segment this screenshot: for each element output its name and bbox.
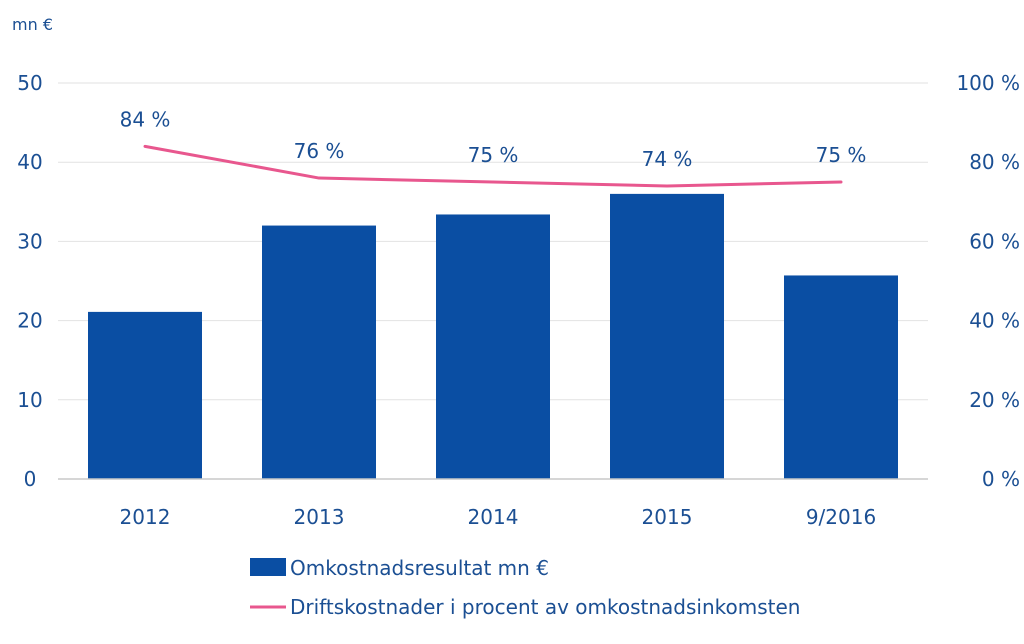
line-data-label: 75 % <box>468 143 519 167</box>
x-axis-tick-label: 2015 <box>642 505 693 529</box>
line-data-label: 76 % <box>294 139 345 163</box>
bar <box>784 275 898 479</box>
right-axis-tick-label: 0 % <box>982 467 1020 491</box>
line-data-labels: 84 % 76 % 75 % 74 % 75 % <box>120 107 867 171</box>
left-axis-tick-label: 20 <box>17 309 42 333</box>
x-axis-tick-label: 2013 <box>294 505 345 529</box>
right-axis-tick-label: 40 % <box>969 309 1020 333</box>
right-axis-tick-label: 20 % <box>969 388 1020 412</box>
x-axis-tick-label: 9/2016 <box>806 505 876 529</box>
x-axis-tick-label: 2014 <box>468 505 519 529</box>
legend-label-bar: Omkostnadsresultat mn € <box>290 556 549 580</box>
bar <box>436 214 550 480</box>
line-data-label: 75 % <box>816 143 867 167</box>
legend-label-line: Driftskostnader i procent av omkostnadsi… <box>290 595 800 619</box>
left-axis-tick-label: 40 <box>17 150 42 174</box>
right-axis-tick-label: 80 % <box>969 150 1020 174</box>
left-axis-unit-label: mn € <box>12 15 53 34</box>
bar <box>262 225 376 479</box>
bar <box>88 311 202 479</box>
legend-swatch-bar <box>250 558 286 576</box>
left-axis-tick-label: 10 <box>17 388 42 412</box>
line-series-path <box>143 144 843 188</box>
x-axis-tick-label: 2012 <box>120 505 171 529</box>
line-data-label: 84 % <box>120 107 171 131</box>
left-axis-tick-label: 50 <box>17 71 42 95</box>
x-axis-ticks: 2012 2013 2014 2015 9/2016 <box>120 505 877 529</box>
right-axis-ticks: 0 % 20 % 40 % 60 % 80 % 100 % <box>956 71 1020 491</box>
bar-series <box>88 193 898 480</box>
left-axis-ticks: 0 10 20 30 40 50 <box>17 71 42 491</box>
line-data-label: 74 % <box>642 147 693 171</box>
right-axis-tick-label: 60 % <box>969 229 1020 253</box>
bar <box>610 193 724 479</box>
legend: Omkostnadsresultat mn € Driftskostnader … <box>250 556 800 619</box>
line-series <box>143 144 843 188</box>
left-axis-tick-label: 30 <box>17 229 42 253</box>
left-axis-tick-label: 0 <box>24 467 37 491</box>
right-axis-tick-label: 100 % <box>956 71 1020 95</box>
